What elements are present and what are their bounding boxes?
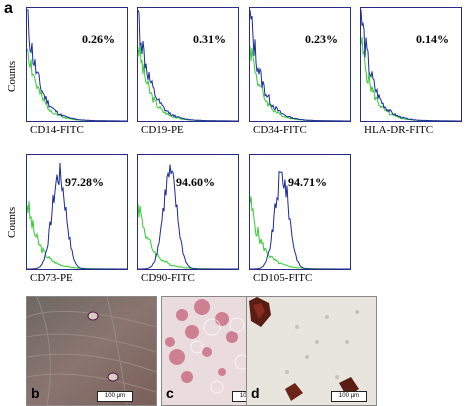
histogram-cd34-fitc: 0.23%: [249, 7, 351, 122]
marker-label: CD73-PE: [30, 272, 73, 284]
marker-label: CD105-FITC: [253, 272, 313, 284]
percent-label: 97.28%: [65, 175, 104, 189]
histogram-hla-dr-fitc: 0.14%: [360, 7, 462, 122]
histogram-plot: [360, 9, 461, 122]
micrograph-d-texture: [247, 297, 376, 405]
histogram-plot: [249, 9, 350, 122]
histogram-cd19-pe: 0.31%: [137, 7, 239, 122]
stain-curve: [27, 9, 127, 122]
isotype-curve: [360, 36, 461, 122]
marker-label: CD34-FITC: [253, 124, 307, 136]
stain-curve: [360, 9, 461, 122]
counts-axis-label-row1: Counts: [6, 60, 18, 92]
percent-label: 0.31%: [193, 32, 226, 46]
histogram-cd105-fitc: 94.71%: [249, 154, 351, 270]
isotype-curve: [137, 42, 238, 122]
photo-label-c: c: [166, 385, 174, 401]
photo-label-d: d: [251, 385, 260, 401]
percent-label: 0.26%: [82, 32, 115, 46]
marker-label: CD14-FITC: [30, 124, 84, 136]
percent-label: 94.71%: [288, 175, 327, 189]
counts-axis-label-row2: Counts: [6, 206, 18, 238]
marker-label: CD90-FITC: [141, 272, 195, 284]
micrograph-d: d 100 μm: [246, 296, 377, 406]
stain-curve: [249, 9, 350, 122]
isotype-curve: [249, 196, 350, 270]
marker-label: HLA-DR-FITC: [364, 124, 434, 136]
percent-label: 0.23%: [305, 32, 338, 46]
scale-bar-d: 100 μm: [331, 391, 367, 402]
isotype-curve: [249, 45, 350, 122]
stain-curve: [137, 9, 238, 122]
histogram-plot: [249, 171, 350, 270]
isotype-curve: [26, 48, 127, 122]
histogram-cd14-fitc: 0.26%: [26, 7, 128, 122]
percent-label: 0.14%: [416, 32, 449, 46]
micrograph-b: b 100 μm: [26, 296, 157, 406]
marker-label: CD19-PE: [141, 124, 184, 136]
isotype-curve: [26, 201, 127, 270]
histogram-cd90-fitc: 94.60%: [137, 154, 239, 270]
histogram-plot: [137, 164, 238, 270]
percent-label: 94.60%: [176, 175, 215, 189]
histogram-plot: [26, 162, 127, 270]
scale-bar-b: 100 μm: [97, 391, 133, 402]
histogram-plot: [26, 9, 127, 122]
histogram-cd73-pe: 97.28%: [26, 154, 128, 270]
micrograph-b-texture: [27, 297, 156, 405]
photo-label-b: b: [31, 385, 40, 401]
histogram-plot: [137, 9, 238, 122]
isotype-curve: [137, 204, 238, 270]
panel-label-a: a: [4, 0, 13, 17]
